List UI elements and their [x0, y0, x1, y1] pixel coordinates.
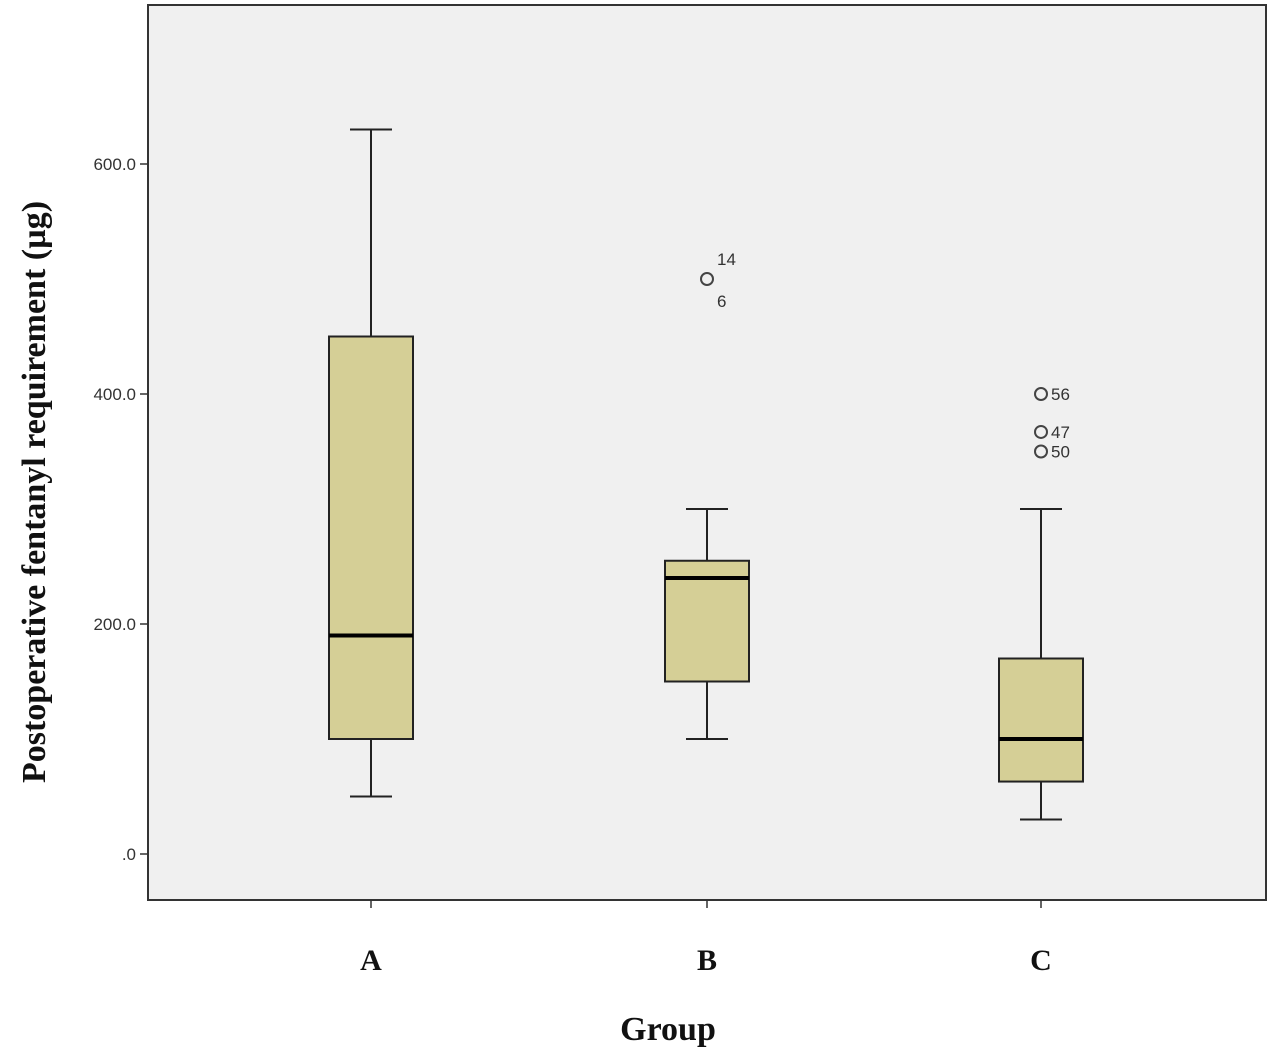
y-tick-label: 400.0	[93, 385, 136, 404]
x-tick-label: C	[1030, 944, 1052, 977]
y-tick-label: 600.0	[93, 155, 136, 174]
box-group-A	[328, 128, 414, 798]
plot-area	[147, 4, 1267, 901]
outlier-label: 47	[1051, 423, 1070, 442]
y-tick-label: 200.0	[93, 615, 136, 634]
outlier-label: 14	[717, 250, 736, 269]
outlier-point	[1034, 444, 1048, 459]
iqr-box	[998, 657, 1084, 783]
y-axis: .0 200.0 400.0 600.0	[93, 155, 148, 864]
y-tick-label: .0	[122, 845, 136, 864]
outlier-label: 56	[1051, 385, 1070, 404]
iqr-box	[664, 559, 750, 683]
outlier-point	[1034, 424, 1048, 439]
x-axis: A B C	[360, 900, 1052, 977]
y-axis-title: Postoperative fentanyl requirement (µg)	[16, 201, 53, 783]
x-tick-label: B	[697, 944, 717, 977]
x-tick-label: A	[360, 944, 382, 977]
outlier-point	[1034, 387, 1048, 401]
outlier-label: 50	[1051, 443, 1070, 462]
outlier-label: 6	[717, 292, 726, 311]
x-axis-title: Group	[620, 1011, 716, 1048]
box-group-B: 14 6	[664, 250, 750, 740]
outlier-point	[700, 272, 714, 286]
iqr-box	[328, 335, 414, 740]
